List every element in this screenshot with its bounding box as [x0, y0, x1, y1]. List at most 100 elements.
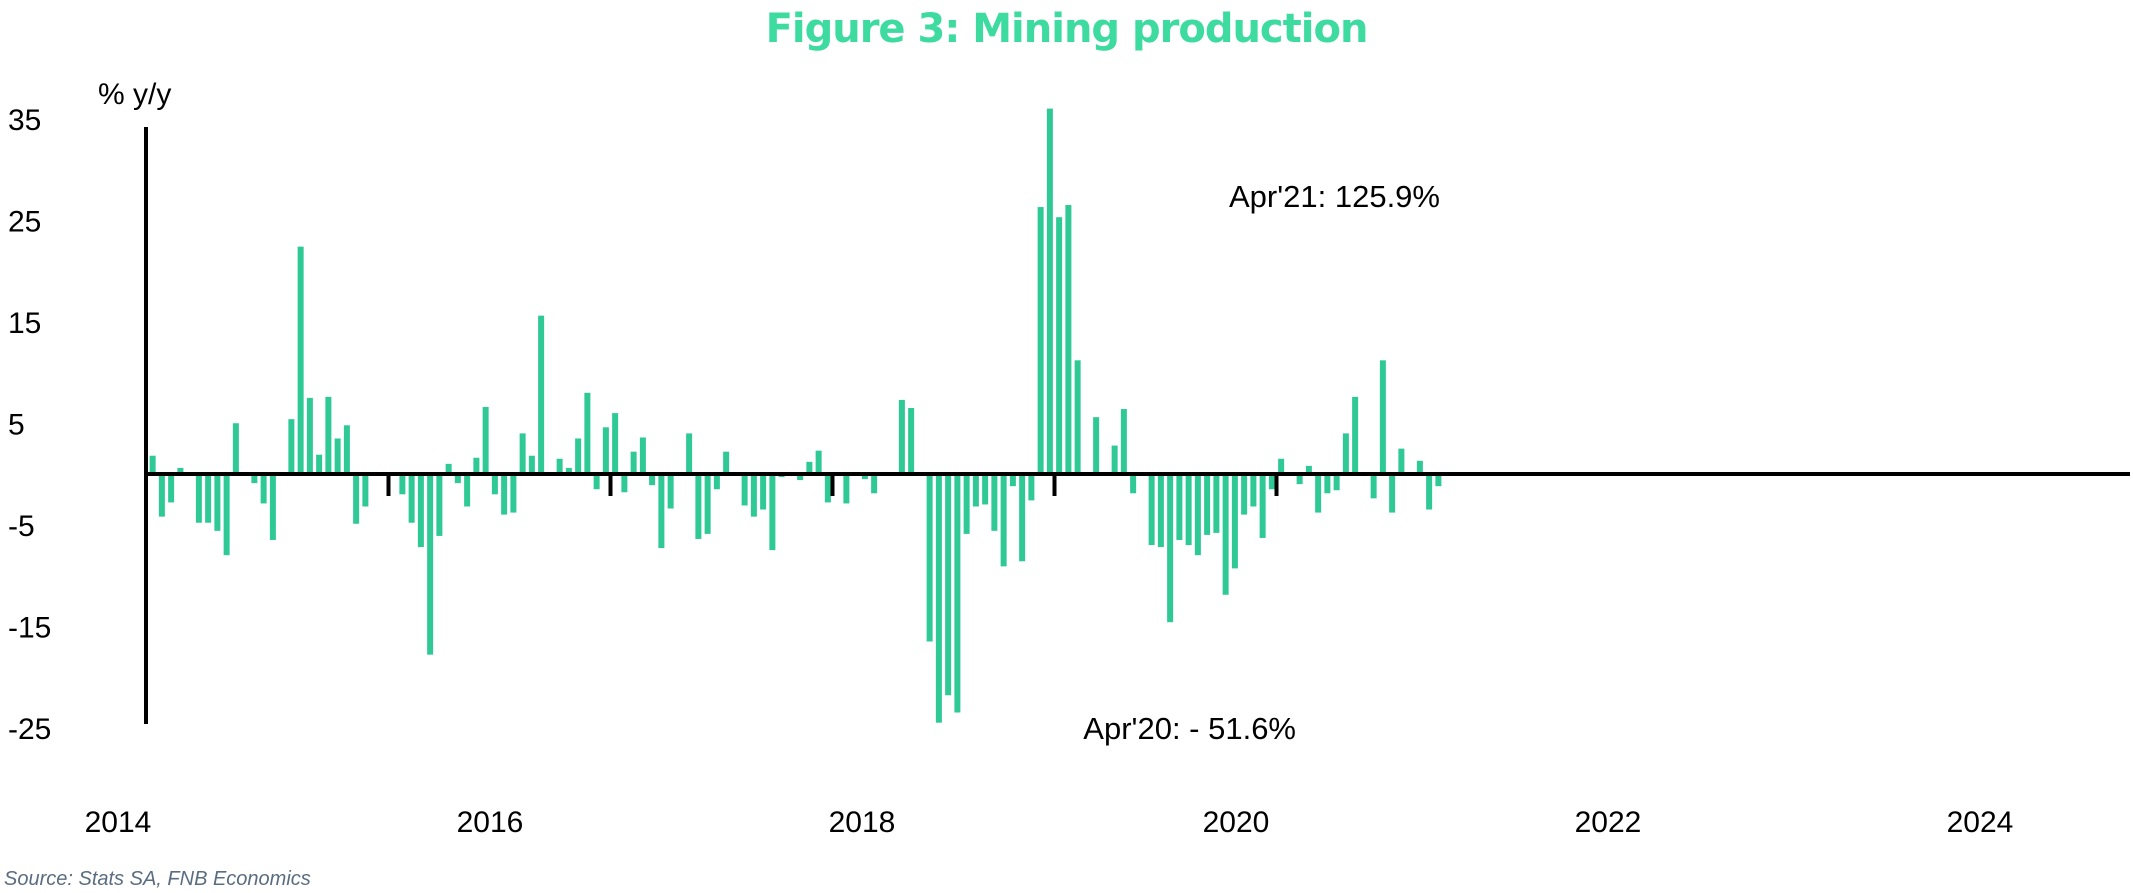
bar — [1435, 474, 1442, 487]
bar — [232, 423, 239, 474]
bar — [1416, 460, 1423, 474]
bar — [343, 425, 350, 474]
bar — [288, 419, 295, 474]
bar — [214, 474, 221, 531]
bar — [269, 474, 276, 540]
bar — [399, 474, 406, 495]
x-tick-label: 2020 — [1203, 806, 1270, 839]
bar — [723, 451, 730, 474]
bar — [168, 474, 175, 503]
bar — [445, 463, 452, 474]
bar — [556, 458, 563, 474]
x-tick-label: 2018 — [829, 806, 896, 839]
bar — [538, 315, 545, 474]
bar — [1028, 474, 1035, 501]
bar — [491, 474, 498, 495]
bar — [1342, 433, 1349, 474]
bar — [519, 433, 526, 474]
y-tick-label: 25 — [8, 205, 41, 238]
bar — [362, 474, 369, 507]
bar — [972, 474, 979, 507]
y-tick-label: -5 — [8, 510, 35, 543]
bar — [1231, 474, 1238, 569]
bar — [1379, 360, 1386, 474]
bar — [436, 474, 443, 536]
bar — [297, 246, 304, 474]
bar — [612, 413, 619, 474]
bar — [205, 474, 212, 523]
y-tick-label: 35 — [8, 104, 41, 137]
bar — [306, 397, 313, 475]
y-tick-label: 15 — [8, 307, 41, 340]
bar — [991, 474, 998, 531]
bar — [945, 474, 952, 696]
bar — [621, 474, 628, 493]
bar — [954, 474, 961, 713]
source-note: Source: Stats SA, FNB Economics — [4, 868, 311, 890]
bar — [1148, 474, 1155, 546]
bar — [1074, 360, 1081, 474]
bar — [177, 467, 184, 474]
bar — [1056, 217, 1063, 474]
bar — [593, 474, 600, 490]
bar — [1398, 448, 1405, 475]
bar — [565, 467, 572, 474]
bar — [325, 396, 332, 474]
bar — [843, 474, 850, 504]
bar — [158, 474, 165, 517]
bar — [584, 392, 591, 474]
bar — [926, 474, 933, 642]
bar — [806, 461, 813, 474]
bar — [750, 474, 757, 517]
bar — [1167, 474, 1174, 623]
bar — [528, 455, 535, 474]
bar — [1324, 474, 1331, 494]
bar — [1278, 458, 1285, 474]
bar — [1426, 474, 1433, 510]
bar — [1268, 474, 1275, 490]
bar — [602, 427, 609, 474]
annotation-label: Apr'21: 125.9% — [1229, 179, 1440, 214]
bar — [1296, 474, 1303, 485]
bar — [260, 474, 267, 504]
bar — [1315, 474, 1322, 513]
bar — [1352, 396, 1359, 474]
x-tick-labels: 2014 2016 2018 2020 2022 2024 — [85, 806, 2014, 839]
bar — [1065, 205, 1072, 474]
bar — [454, 474, 461, 484]
bar — [1000, 474, 1007, 567]
bar — [510, 474, 517, 513]
bar — [1389, 474, 1396, 513]
bar — [1204, 474, 1211, 535]
bar — [1305, 465, 1312, 474]
bar — [1259, 474, 1266, 538]
bar — [195, 474, 202, 523]
y-tick-labels: 35 25 15 5 -5 -15 -25 — [8, 104, 51, 746]
bar — [871, 474, 878, 494]
bar — [427, 474, 434, 655]
bar — [1250, 474, 1257, 507]
bar — [963, 474, 970, 534]
x-tick-label: 2016 — [457, 806, 524, 839]
bar — [1241, 474, 1248, 515]
bar — [1157, 474, 1164, 548]
x-tick-label: 2022 — [1575, 806, 1642, 839]
bar — [760, 474, 767, 510]
y-axis-unit-label: % y/y — [98, 78, 171, 111]
bar — [982, 474, 989, 505]
bar — [223, 474, 230, 556]
bar — [908, 408, 915, 474]
bar — [741, 474, 748, 506]
axis-layer — [144, 127, 2130, 724]
bar — [1037, 207, 1044, 474]
bar — [149, 455, 156, 474]
bar — [1370, 474, 1377, 499]
bar — [1009, 474, 1016, 487]
bar — [575, 438, 582, 474]
bar — [1093, 417, 1100, 474]
bar — [417, 474, 424, 548]
bar — [649, 474, 656, 486]
bar — [1130, 474, 1137, 494]
bar — [1194, 474, 1201, 556]
bar — [334, 438, 341, 474]
